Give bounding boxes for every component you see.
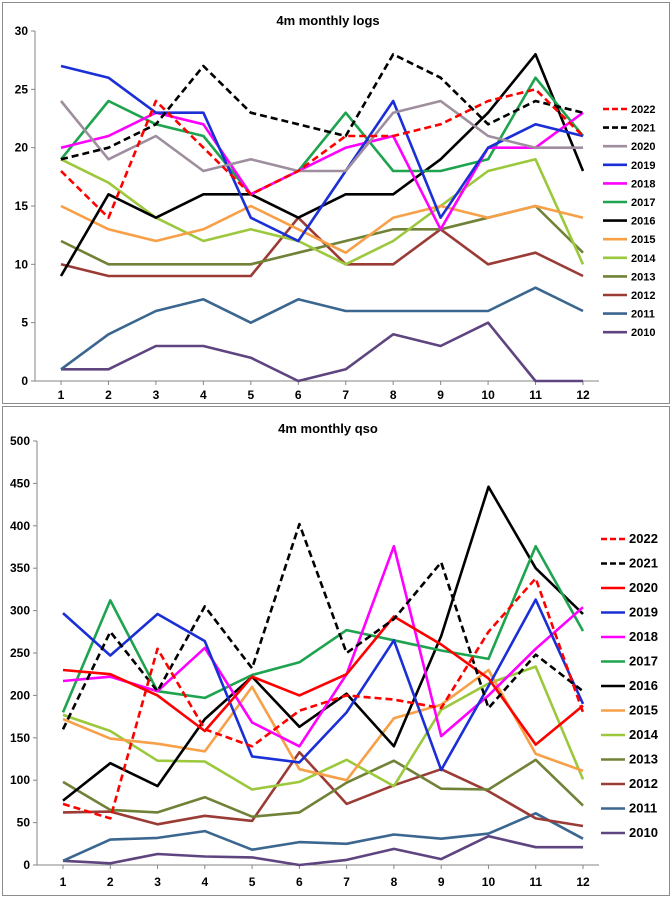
qso-y-tick-label: 50 xyxy=(17,816,31,830)
logs-x-tick-label: 6 xyxy=(295,388,302,402)
logs-legend-label-2019: 2019 xyxy=(631,160,655,172)
qso-chart-title: 4m monthly qso xyxy=(278,421,378,436)
logs-series-line-2019 xyxy=(60,64,584,243)
qso-y-tick-label: 150 xyxy=(10,731,30,745)
logs-series-line-2021 xyxy=(60,52,584,161)
logs-x-tick-label: 3 xyxy=(153,388,160,402)
qso-series-line-2019 xyxy=(62,598,585,772)
logs-legend-label-2018: 2018 xyxy=(631,178,655,190)
qso-series-line-2013 xyxy=(62,758,584,819)
qso-y-tick-label: 350 xyxy=(10,561,30,575)
logs-series-line-2010 xyxy=(61,321,583,383)
qso-chart: 4m monthly qso05010015020025030035040045… xyxy=(10,421,659,889)
logs-legend-label-2015: 2015 xyxy=(631,234,655,246)
logs-series-line-2018 xyxy=(60,111,584,231)
qso-x-tick-label: 11 xyxy=(529,875,542,889)
qso-x-tick-label: 12 xyxy=(576,875,590,889)
qso-y-tick-label: 450 xyxy=(10,476,30,490)
qso-x-tick-label: 3 xyxy=(154,875,161,889)
logs-y-tick-label: 5 xyxy=(21,316,28,330)
qso-y-tick-label: 300 xyxy=(10,604,30,618)
logs-x-tick-label: 5 xyxy=(247,388,254,402)
logs-x-tick-label: 8 xyxy=(390,388,397,402)
logs-x-tick-label: 4 xyxy=(200,388,207,402)
logs-chart-title: 4m monthly logs xyxy=(276,13,379,28)
logs-legend-label-2010: 2010 xyxy=(631,327,655,339)
qso-legend-label-2021: 2021 xyxy=(629,556,658,571)
logs-legend-label-2021: 2021 xyxy=(631,123,655,135)
logs-y-tick-label: 20 xyxy=(15,141,29,155)
logs-legend-label-2022: 2022 xyxy=(631,104,655,116)
logs-series-line-2017 xyxy=(59,76,585,196)
qso-series-line-2022 xyxy=(62,577,585,820)
qso-series-line-2020 xyxy=(62,615,584,746)
qso-series-line-2011 xyxy=(62,811,584,862)
qso-y-tick-label: 200 xyxy=(10,688,30,702)
qso-legend-label-2012: 2012 xyxy=(629,776,658,791)
logs-legend-label-2014: 2014 xyxy=(631,253,656,265)
qso-x-tick-label: 9 xyxy=(438,875,445,889)
logs-series-line-2011 xyxy=(60,286,584,371)
qso-y-tick-label: 500 xyxy=(10,434,30,448)
qso-y-tick-label: 250 xyxy=(10,646,30,660)
logs-legend-label-2020: 2020 xyxy=(631,141,655,153)
logs-legend-label-2017: 2017 xyxy=(631,197,655,209)
qso-y-tick-label: 400 xyxy=(10,519,30,533)
qso-legend-label-2011: 2011 xyxy=(629,801,657,816)
qso-series-line-2017 xyxy=(61,544,585,713)
qso-y-tick-label: 100 xyxy=(10,773,30,787)
logs-y-tick-label: 15 xyxy=(15,199,29,213)
qso-x-tick-label: 1 xyxy=(60,875,67,889)
logs-legend-label-2012: 2012 xyxy=(631,290,655,302)
logs-y-tick-label: 10 xyxy=(15,257,29,271)
logs-legend-label-2013: 2013 xyxy=(631,271,655,283)
qso-series-line-2010 xyxy=(62,834,583,867)
logs-x-tick-label: 1 xyxy=(58,388,65,402)
qso-x-tick-label: 10 xyxy=(482,875,496,889)
qso-legend-label-2010: 2010 xyxy=(629,825,658,840)
qso-x-tick-label: 5 xyxy=(249,875,256,889)
qso-x-tick-label: 8 xyxy=(391,875,398,889)
logs-chart-panel: 4m monthly logs 0 5 10 15 20 25 30 1 2 3 4 5 6 7 8 9 10 11… xyxy=(2,2,670,404)
qso-y-tick-label: 0 xyxy=(23,858,30,872)
logs-x-tick-label: 10 xyxy=(481,388,495,402)
logs-y-tick-label: 30 xyxy=(15,24,29,38)
logs-legend-label-2011: 2011 xyxy=(631,309,655,321)
qso-chart-panel: 4m monthly qso 0 50 100 150 200 250 300 350 400 45… xyxy=(2,406,670,896)
qso-legend-label-2017: 2017 xyxy=(629,654,658,669)
qso-legend-label-2018: 2018 xyxy=(629,629,658,644)
logs-x-tick-label: 2 xyxy=(105,388,112,402)
qso-x-tick-label: 2 xyxy=(107,875,114,889)
logs-x-tick-label: 7 xyxy=(342,388,349,402)
qso-series-line-2012 xyxy=(62,750,584,828)
qso-legend-label-2020: 2020 xyxy=(629,580,658,595)
logs-x-tick-label: 9 xyxy=(437,388,444,402)
qso-legend-label-2016: 2016 xyxy=(629,678,658,693)
logs-series-line-2022 xyxy=(60,88,584,219)
qso-legend-label-2014: 2014 xyxy=(629,727,659,742)
qso-series-line-2015 xyxy=(62,668,584,782)
logs-legend-label-2016: 2016 xyxy=(631,216,655,228)
qso-x-tick-label: 4 xyxy=(201,875,208,889)
qso-series-line-2014 xyxy=(62,665,585,791)
qso-legend-label-2022: 2022 xyxy=(629,531,658,546)
logs-series-line-2014 xyxy=(60,158,585,266)
qso-legend-label-2015: 2015 xyxy=(629,703,658,718)
logs-x-tick-label: 12 xyxy=(576,388,590,402)
qso-x-tick-label: 7 xyxy=(343,875,350,889)
qso-legend-label-2013: 2013 xyxy=(629,752,658,767)
logs-series-line-2020 xyxy=(59,99,583,173)
qso-series-line-2016 xyxy=(62,485,584,802)
logs-series-line-2015 xyxy=(60,204,584,254)
logs-y-tick-label: 25 xyxy=(15,82,29,96)
logs-y-tick-label: 0 xyxy=(21,374,28,388)
logs-x-tick-label: 11 xyxy=(529,388,542,402)
qso-legend-label-2019: 2019 xyxy=(629,605,658,620)
qso-x-tick-label: 6 xyxy=(296,875,303,889)
